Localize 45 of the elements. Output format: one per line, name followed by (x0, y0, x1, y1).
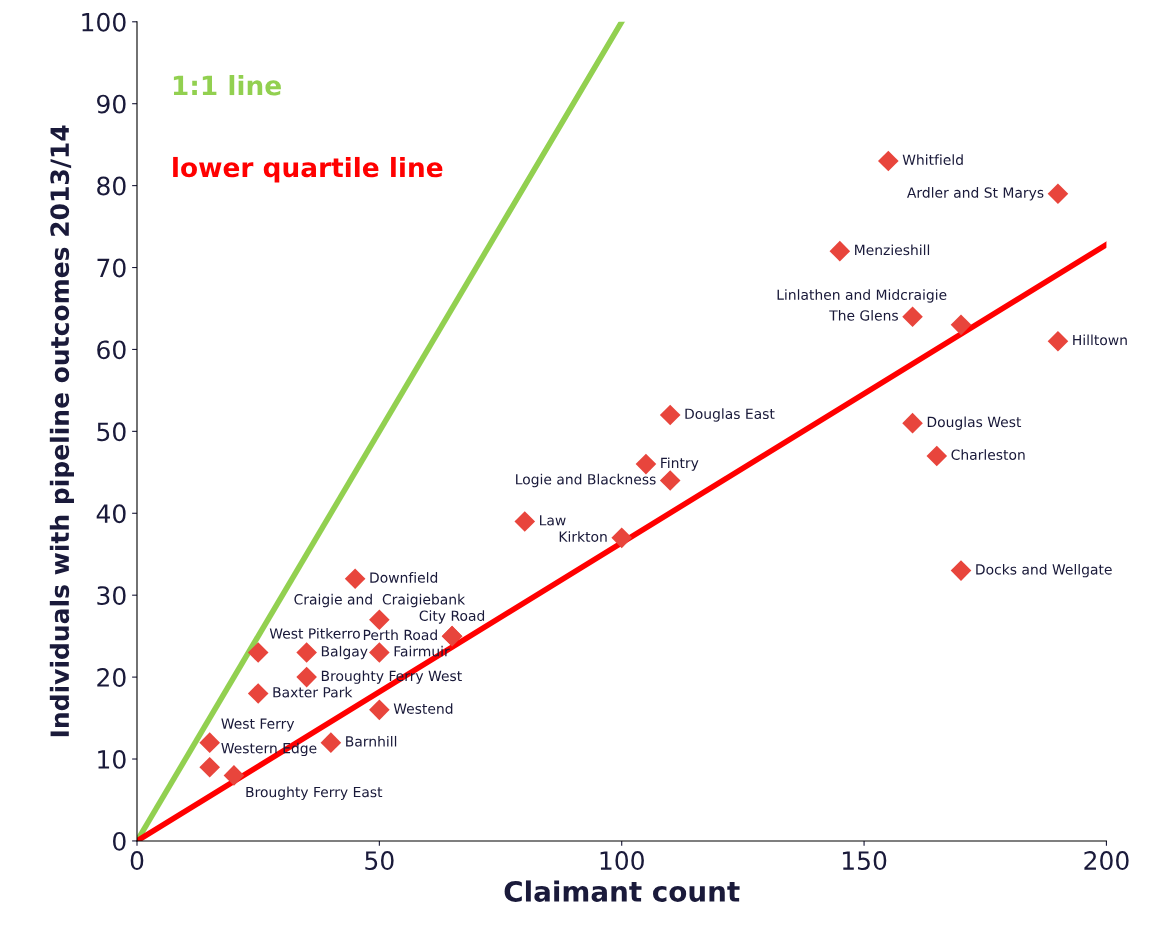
text: 1:1 line (173, 75, 281, 96)
y-tick-label: 70 (97, 258, 126, 278)
annotation: West Pitkerro (269, 627, 360, 639)
y-tick-label: 90 (97, 94, 126, 114)
annotation: Westend (393, 703, 453, 714)
y-tick-label: 60 (97, 340, 126, 360)
y-tick-label: 40 (96, 504, 126, 524)
x-tick-label: 0 (130, 851, 144, 871)
annotation: Baxter Park (273, 686, 353, 698)
annotation: Perth Road (363, 629, 437, 641)
x-tick-label: 150 (842, 851, 887, 871)
annotation: Menzieshill (855, 244, 930, 256)
annotation: Docks and Wellgate (976, 563, 1112, 578)
annotation: West Ferry (221, 718, 295, 732)
annotation: Balgay (321, 645, 368, 660)
x-axis-title: Claimant count (504, 880, 740, 902)
annotation: City Road (419, 610, 485, 624)
x-tick-label: 200 (1084, 851, 1129, 871)
y-tick-label: 80 (97, 176, 126, 196)
x-tick-label: 50 (365, 851, 394, 871)
x-tick-label: 100 (600, 851, 644, 871)
annotation: Douglas West (927, 416, 1022, 430)
annotation: Charleston (951, 449, 1025, 460)
annotation: Logie and Blackness (516, 473, 656, 488)
annotation: Douglas East (685, 408, 775, 422)
annotation: Craigie and Craigiebank (294, 593, 466, 608)
text: lower quartile line (173, 156, 443, 183)
y-tick-label: 30 (97, 586, 126, 606)
annotation: Kirkton (559, 531, 607, 542)
y-tick-label: 100 (82, 12, 126, 32)
annotation: Law (540, 515, 566, 526)
y-tick-label: 50 (97, 422, 126, 442)
y-tick-label: 20 (97, 668, 126, 687)
annotation: Hilltown (1073, 334, 1127, 346)
annotation: Ardler and St Marys (906, 187, 1044, 201)
annotation: Fintry (661, 457, 699, 471)
annotation: Downfield (370, 572, 438, 583)
annotation: Linlathen and Midcraigie (777, 289, 947, 303)
y-axis-title: Individuals with pipeline outcomes 2013/14 (49, 125, 74, 737)
y-tick-label: 0 (113, 831, 126, 851)
annotation: The Glens (829, 309, 898, 321)
annotation: Whitfield (902, 154, 963, 166)
annotation: Barnhill (346, 735, 397, 747)
y-tick-label: 10 (98, 749, 126, 769)
annotation: Broughty Ferry East (246, 786, 383, 800)
